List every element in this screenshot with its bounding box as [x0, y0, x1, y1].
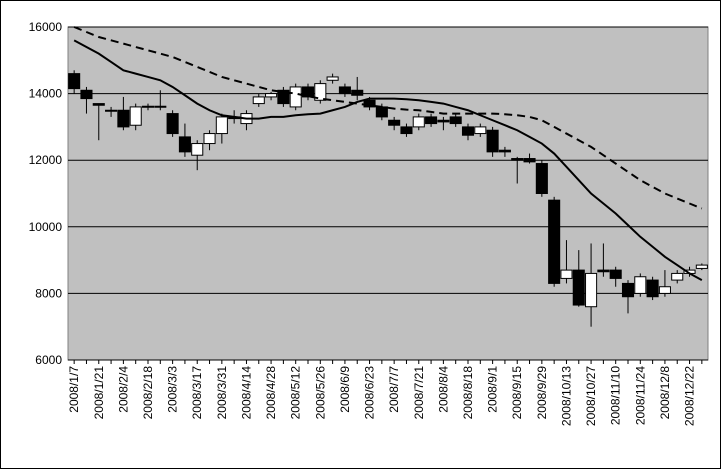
- candle-body: [129, 106, 142, 126]
- x-tick-label: 2008/5/26: [313, 366, 327, 420]
- candle-body: [523, 158, 536, 163]
- candle-body: [301, 86, 315, 98]
- y-tick-label: 10000: [29, 220, 63, 234]
- candle-body: [646, 279, 659, 298]
- candle-body: [548, 199, 561, 284]
- candle-body: [621, 282, 635, 298]
- candle-body: [560, 269, 573, 279]
- y-tick-label: 14000: [29, 87, 63, 101]
- y-tick-label: 12000: [29, 153, 63, 167]
- plot-area: [67, 26, 709, 361]
- candle-body: [191, 143, 204, 156]
- x-tick-label: 2008/8/18: [461, 366, 475, 420]
- candle-body: [449, 116, 462, 125]
- candle-body: [80, 89, 93, 100]
- x-tick-label: 2008/7/7: [387, 366, 401, 413]
- x-tick-label: 2008/9/15: [510, 366, 524, 420]
- candle-body: [154, 105, 167, 108]
- y-tick-label: 6000: [35, 353, 62, 367]
- x-tick-label: 2008/3/17: [190, 366, 204, 420]
- x-tick-label: 2008/5/12: [289, 366, 303, 420]
- candle-body: [535, 163, 548, 194]
- candle-body: [141, 105, 155, 108]
- candle-body: [68, 73, 81, 90]
- x-tick-label: 2008/10/27: [584, 366, 598, 426]
- candle-body: [474, 126, 487, 135]
- moving-average: [73, 39, 703, 281]
- candle-body: [117, 109, 130, 128]
- candle-body: [412, 116, 425, 128]
- candle-body: [425, 116, 438, 125]
- candle-body: [166, 113, 179, 135]
- x-tick-label: 2008/1/21: [92, 366, 106, 420]
- candle-body: [92, 103, 105, 106]
- candle-body: [658, 286, 671, 294]
- y-tick-label: 16000: [29, 20, 63, 34]
- x-tick-label: 2008/9/1: [486, 366, 500, 413]
- x-tick-label: 2008/4/28: [264, 366, 278, 420]
- x-tick-label: 2008/9/29: [535, 366, 549, 420]
- candle-body: [609, 269, 622, 279]
- candle-body: [572, 269, 585, 306]
- x-tick-label: 2008/6/23: [363, 366, 377, 420]
- x-tick-label: 2008/12/22: [683, 366, 697, 426]
- x-tick-label: 2008/7/21: [412, 366, 426, 420]
- x-tick-label: 2008/1/7: [67, 366, 81, 413]
- x-tick-label: 2008/3/31: [215, 366, 229, 420]
- candle-body: [215, 116, 228, 135]
- candle-body: [203, 133, 216, 145]
- x-tick-label: 2008/8/4: [436, 366, 450, 413]
- x-tick-label: 2008/6/9: [338, 366, 352, 413]
- x-tick-label: 2008/11/24: [633, 366, 647, 425]
- candle-body: [265, 93, 278, 98]
- candle-body: [388, 119, 401, 126]
- x-tick-label: 2008/10/13: [559, 366, 573, 426]
- candle-body: [338, 86, 351, 95]
- x-tick-label: 2008/2/18: [141, 366, 155, 420]
- candle-body: [351, 89, 364, 96]
- candle-body: [671, 272, 684, 281]
- candle-body: [511, 158, 524, 161]
- x-tick-label: 2008/2/4: [116, 366, 130, 413]
- candle-body: [695, 264, 708, 269]
- candle-body: [277, 89, 290, 105]
- candle-body: [400, 126, 413, 135]
- candle-body: [326, 76, 339, 81]
- candle-body: [178, 136, 191, 153]
- candle-body: [498, 149, 511, 153]
- x-tick-label: 2008/4/14: [239, 366, 253, 420]
- candle-body: [585, 272, 598, 308]
- candle-body: [105, 109, 118, 112]
- candle-body: [252, 96, 265, 105]
- y-tick-label: 8000: [35, 286, 62, 300]
- candle-body: [375, 106, 388, 118]
- x-tick-label: 2008/11/10: [609, 366, 623, 425]
- x-tick-label: 2008/3/3: [166, 366, 180, 413]
- candle-body: [314, 83, 327, 101]
- candle-body: [289, 86, 302, 108]
- moving-average: [73, 26, 703, 210]
- x-tick-label: 2008/12/8: [658, 366, 672, 420]
- candle-body: [437, 119, 450, 123]
- candle-body: [634, 276, 647, 294]
- candle-body: [486, 129, 499, 153]
- candle-body: [597, 269, 610, 273]
- candle-body: [461, 126, 475, 136]
